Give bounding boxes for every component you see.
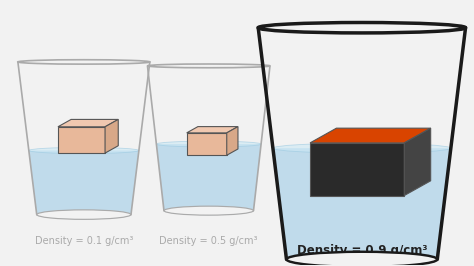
Polygon shape	[273, 148, 451, 259]
Text: Density = 0.9 g/cm³: Density = 0.9 g/cm³	[297, 244, 427, 257]
Ellipse shape	[286, 252, 438, 266]
Polygon shape	[187, 127, 238, 133]
Polygon shape	[156, 144, 261, 211]
Ellipse shape	[286, 252, 438, 266]
Polygon shape	[105, 119, 118, 153]
Ellipse shape	[164, 206, 254, 215]
Ellipse shape	[273, 143, 451, 153]
Text: Density = 0.1 g/cm³: Density = 0.1 g/cm³	[35, 236, 133, 246]
Polygon shape	[187, 133, 227, 155]
Polygon shape	[227, 127, 238, 155]
Polygon shape	[404, 128, 431, 196]
Polygon shape	[58, 119, 118, 127]
Ellipse shape	[156, 141, 261, 147]
Ellipse shape	[164, 206, 254, 215]
Ellipse shape	[36, 210, 131, 219]
Text: Density = 0.5 g/cm³: Density = 0.5 g/cm³	[159, 236, 258, 246]
Polygon shape	[29, 151, 139, 215]
Polygon shape	[58, 127, 105, 153]
Ellipse shape	[36, 210, 131, 219]
Polygon shape	[310, 143, 404, 196]
Ellipse shape	[29, 147, 139, 153]
Polygon shape	[310, 128, 431, 143]
